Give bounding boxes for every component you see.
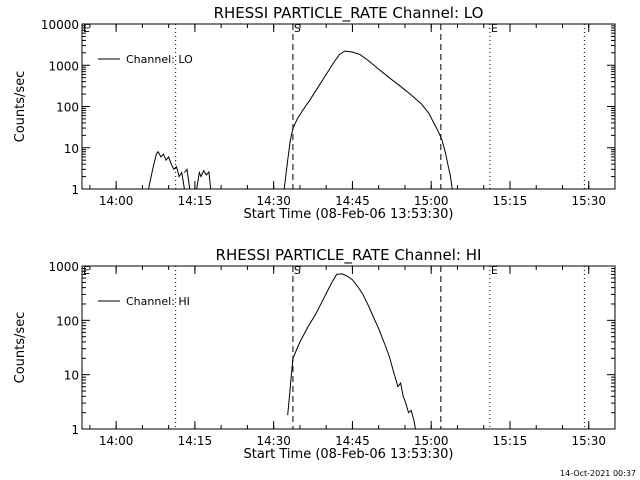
x-tick-label: 14:30 — [256, 434, 291, 448]
series-line-lo — [184, 168, 191, 190]
series-line-lo — [283, 50, 453, 190]
y-axis-label: Counts/sec — [13, 312, 28, 384]
x-tick-label: 14:45 — [335, 434, 370, 448]
x-tick-label: 14:45 — [335, 194, 370, 208]
x-tick-label: 14:15 — [178, 194, 213, 208]
y-tick-label: 100 — [56, 101, 79, 115]
y-tick-label: 10 — [64, 369, 79, 383]
event-marker-label: E — [491, 264, 498, 277]
x-axis-label: Start Time (08-Feb-06 13:53:30) — [244, 207, 454, 222]
x-axis-label: Start Time (08-Feb-06 13:53:30) — [244, 447, 454, 462]
series-line-hi — [287, 273, 416, 430]
x-tick-label: 14:00 — [99, 194, 134, 208]
chart-title: RHESSI PARTICLE_RATE Channel: LO — [214, 4, 484, 23]
y-tick-label: 1 — [71, 183, 79, 197]
event-marker-label: E — [83, 264, 90, 277]
y-tick-label: 1 — [71, 423, 79, 437]
x-tick-label: 15:30 — [571, 434, 606, 448]
y-axis-label: Counts/sec — [13, 71, 28, 143]
x-tick-label: 14:15 — [178, 434, 213, 448]
x-tick-label: 14:00 — [99, 434, 134, 448]
y-tick-label: 1000 — [48, 59, 79, 73]
event-marker-label: E — [491, 22, 498, 35]
y-tick-label: 10000 — [41, 18, 79, 32]
event-marker-label: S — [294, 264, 301, 277]
plot-frame — [81, 265, 616, 430]
chart-title: RHESSI PARTICLE_RATE Channel: HI — [216, 246, 482, 265]
x-tick-label: 14:30 — [256, 194, 291, 208]
x-tick-label: 15:00 — [414, 434, 449, 448]
x-tick-label: 15:30 — [571, 194, 606, 208]
y-tick-label: 1000 — [48, 260, 79, 274]
x-tick-label: 15:15 — [493, 434, 528, 448]
legend-label: Channel: LO — [126, 53, 193, 66]
x-tick-label: 15:00 — [414, 194, 449, 208]
legend-label: Channel: HI — [126, 295, 190, 308]
x-tick-label: 15:15 — [493, 194, 528, 208]
event-marker-label: S — [294, 22, 301, 35]
series-line-lo — [148, 150, 185, 190]
plot-frame — [81, 23, 616, 190]
chart-panel-hi: RHESSI PARTICLE_RATE Channel: HI 14:00 14:… — [13, 246, 616, 462]
event-marker-label: E — [83, 22, 90, 35]
y-tick-label: 10 — [64, 142, 79, 156]
series-line-lo — [196, 169, 212, 190]
chart-panel-lo: RHESSI PARTICLE_RATE Channel: LO 14:00 14:… — [13, 4, 616, 222]
y-tick-label: 100 — [56, 314, 79, 328]
date-stamp: 14-Oct-2021 00:37 — [560, 469, 636, 478]
